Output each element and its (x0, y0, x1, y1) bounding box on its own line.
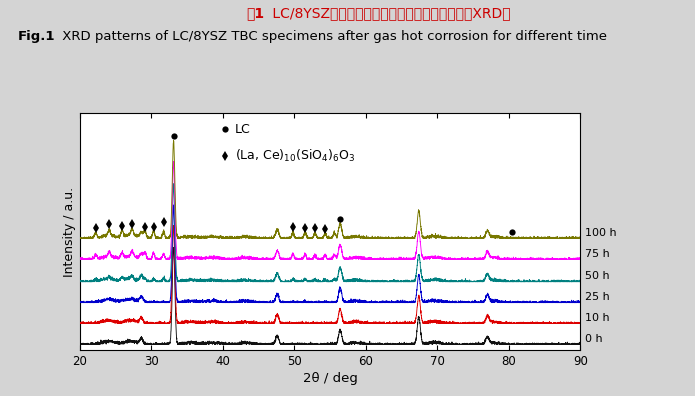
Text: XRD patterns of LC/8YSZ TBC specimens after gas hot corrosion for different time: XRD patterns of LC/8YSZ TBC specimens af… (58, 30, 607, 43)
Text: 图1: 图1 (247, 6, 265, 20)
Text: 50 h: 50 h (584, 271, 610, 281)
Text: 0 h: 0 h (584, 334, 603, 344)
Text: (La, Ce)$_{10}$(SiO$_4$)$_6$O$_3$: (La, Ce)$_{10}$(SiO$_4$)$_6$O$_3$ (235, 148, 355, 164)
Y-axis label: Intensity / a.u.: Intensity / a.u. (63, 187, 76, 277)
Text: LC: LC (235, 123, 251, 136)
Text: 25 h: 25 h (584, 292, 610, 302)
Text: 10 h: 10 h (584, 313, 610, 323)
Text: LC/8YSZ热障涂层在燃气热腐蚀实验不同时间的XRD谱: LC/8YSZ热障涂层在燃气热腐蚀实验不同时间的XRD谱 (268, 6, 510, 20)
Text: Fig.1: Fig.1 (17, 30, 55, 43)
X-axis label: 2θ / deg: 2θ / deg (303, 373, 357, 385)
Text: 100 h: 100 h (584, 228, 616, 238)
Text: 75 h: 75 h (584, 249, 610, 259)
